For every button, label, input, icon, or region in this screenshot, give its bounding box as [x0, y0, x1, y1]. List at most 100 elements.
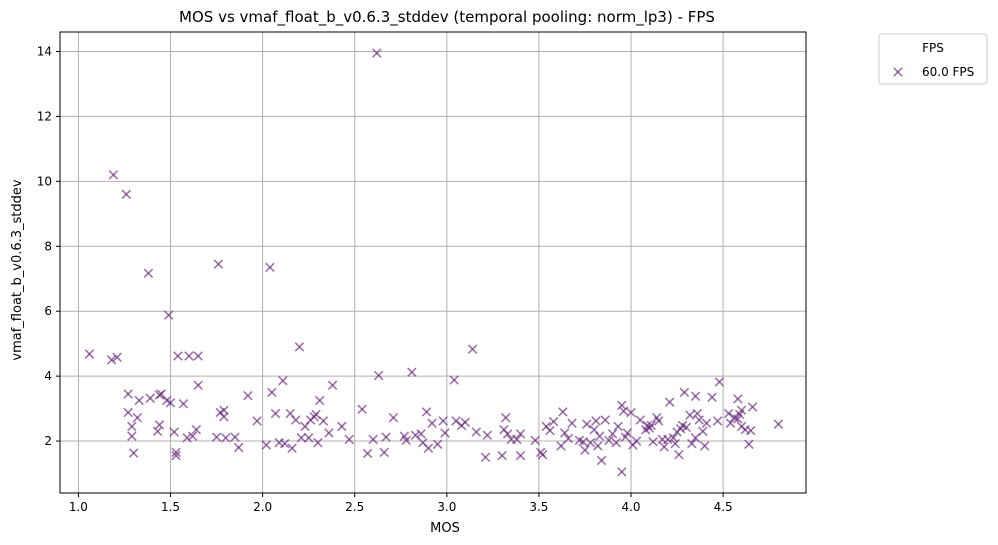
data-point [421, 407, 432, 417]
marker-stroke [407, 367, 417, 377]
data-point [653, 416, 664, 426]
data-point [537, 449, 548, 460]
marker-stroke [467, 344, 478, 354]
data-point [635, 415, 645, 425]
data-point [467, 344, 478, 354]
data-point [685, 410, 695, 420]
marker-stroke [421, 407, 432, 417]
data-point [230, 432, 240, 442]
marker-stroke [589, 424, 599, 435]
data-point [381, 432, 391, 442]
data-point [401, 435, 412, 446]
data-points [84, 48, 784, 477]
data-point [270, 408, 281, 419]
marker-stroke [515, 450, 526, 461]
x-axis-ticks: 1.0 1.5 2.0 2.5 3.0 3.5 4.0 4.5 [69, 493, 733, 514]
marker-stroke [127, 431, 137, 441]
marker-stroke [154, 420, 165, 430]
legend-marker-x [893, 67, 903, 77]
data-point [679, 387, 690, 398]
data-point [407, 367, 417, 377]
legend-marker [893, 67, 903, 77]
marker-stroke [451, 416, 461, 426]
data-point [291, 415, 301, 425]
data-point [773, 419, 784, 429]
marker-stroke [596, 455, 607, 466]
data-point [213, 259, 224, 269]
marker-stroke [128, 448, 139, 458]
marker-stroke [156, 389, 167, 399]
marker-stroke [193, 380, 203, 390]
marker-stroke [362, 448, 373, 459]
data-point [692, 408, 703, 419]
data-point [182, 433, 192, 443]
marker-stroke [659, 442, 669, 452]
data-point [604, 435, 614, 446]
data-point [482, 430, 493, 440]
marker-stroke [607, 429, 618, 439]
data-point [502, 429, 513, 439]
data-point [618, 406, 629, 416]
marker-stroke [303, 433, 314, 443]
legend-title: FPS [922, 41, 944, 55]
y-tick-label: 8 [44, 239, 52, 253]
marker-stroke [152, 426, 163, 437]
data-point [497, 450, 507, 461]
marker-stroke [165, 397, 176, 408]
data-point [178, 398, 189, 409]
marker-stroke [701, 418, 712, 428]
x-tick-label: 1.0 [69, 500, 88, 514]
marker-stroke [162, 395, 172, 406]
data-point [423, 443, 434, 453]
x-tick-label: 2.5 [345, 500, 364, 514]
marker-stroke [690, 391, 701, 402]
data-point [707, 392, 717, 402]
data-point [631, 436, 642, 446]
marker-stroke [497, 450, 507, 461]
data-point [694, 415, 704, 425]
data-point [744, 439, 754, 450]
marker-stroke [401, 435, 412, 446]
data-point [594, 431, 605, 441]
data-point [337, 421, 347, 432]
data-point [591, 416, 601, 426]
data-point [163, 310, 174, 320]
marker-stroke [368, 434, 378, 445]
data-point [548, 416, 559, 427]
marker-stroke [84, 349, 95, 359]
data-point [556, 441, 566, 451]
data-point [674, 449, 684, 460]
data-point [233, 442, 244, 453]
data-point [617, 400, 627, 411]
data-point [265, 262, 275, 273]
data-point [563, 433, 574, 444]
marker-stroke [747, 402, 758, 412]
marker-stroke [729, 412, 739, 423]
marker-stroke [460, 417, 471, 427]
marker-stroke [674, 449, 684, 460]
data-point [278, 375, 288, 386]
data-point [219, 405, 229, 415]
marker-stroke [265, 262, 275, 273]
data-point [123, 407, 133, 418]
data-point [279, 438, 290, 449]
data-point [84, 349, 95, 359]
x-tick-label: 2.0 [253, 500, 272, 514]
marker-stroke [723, 408, 734, 419]
marker-stroke [379, 447, 389, 458]
data-point [714, 377, 725, 387]
x-tick-label: 4.0 [621, 500, 640, 514]
data-point [699, 441, 710, 451]
data-point [123, 389, 133, 399]
data-point [617, 467, 627, 477]
marker-stroke [373, 370, 384, 381]
marker-stroke [559, 428, 570, 438]
data-point [626, 407, 636, 418]
data-point [193, 351, 203, 361]
marker-stroke [664, 397, 675, 407]
data-point [515, 429, 526, 439]
y-tick-label: 12 [37, 109, 52, 123]
marker-stroke [123, 389, 133, 399]
marker-stroke [604, 435, 614, 446]
